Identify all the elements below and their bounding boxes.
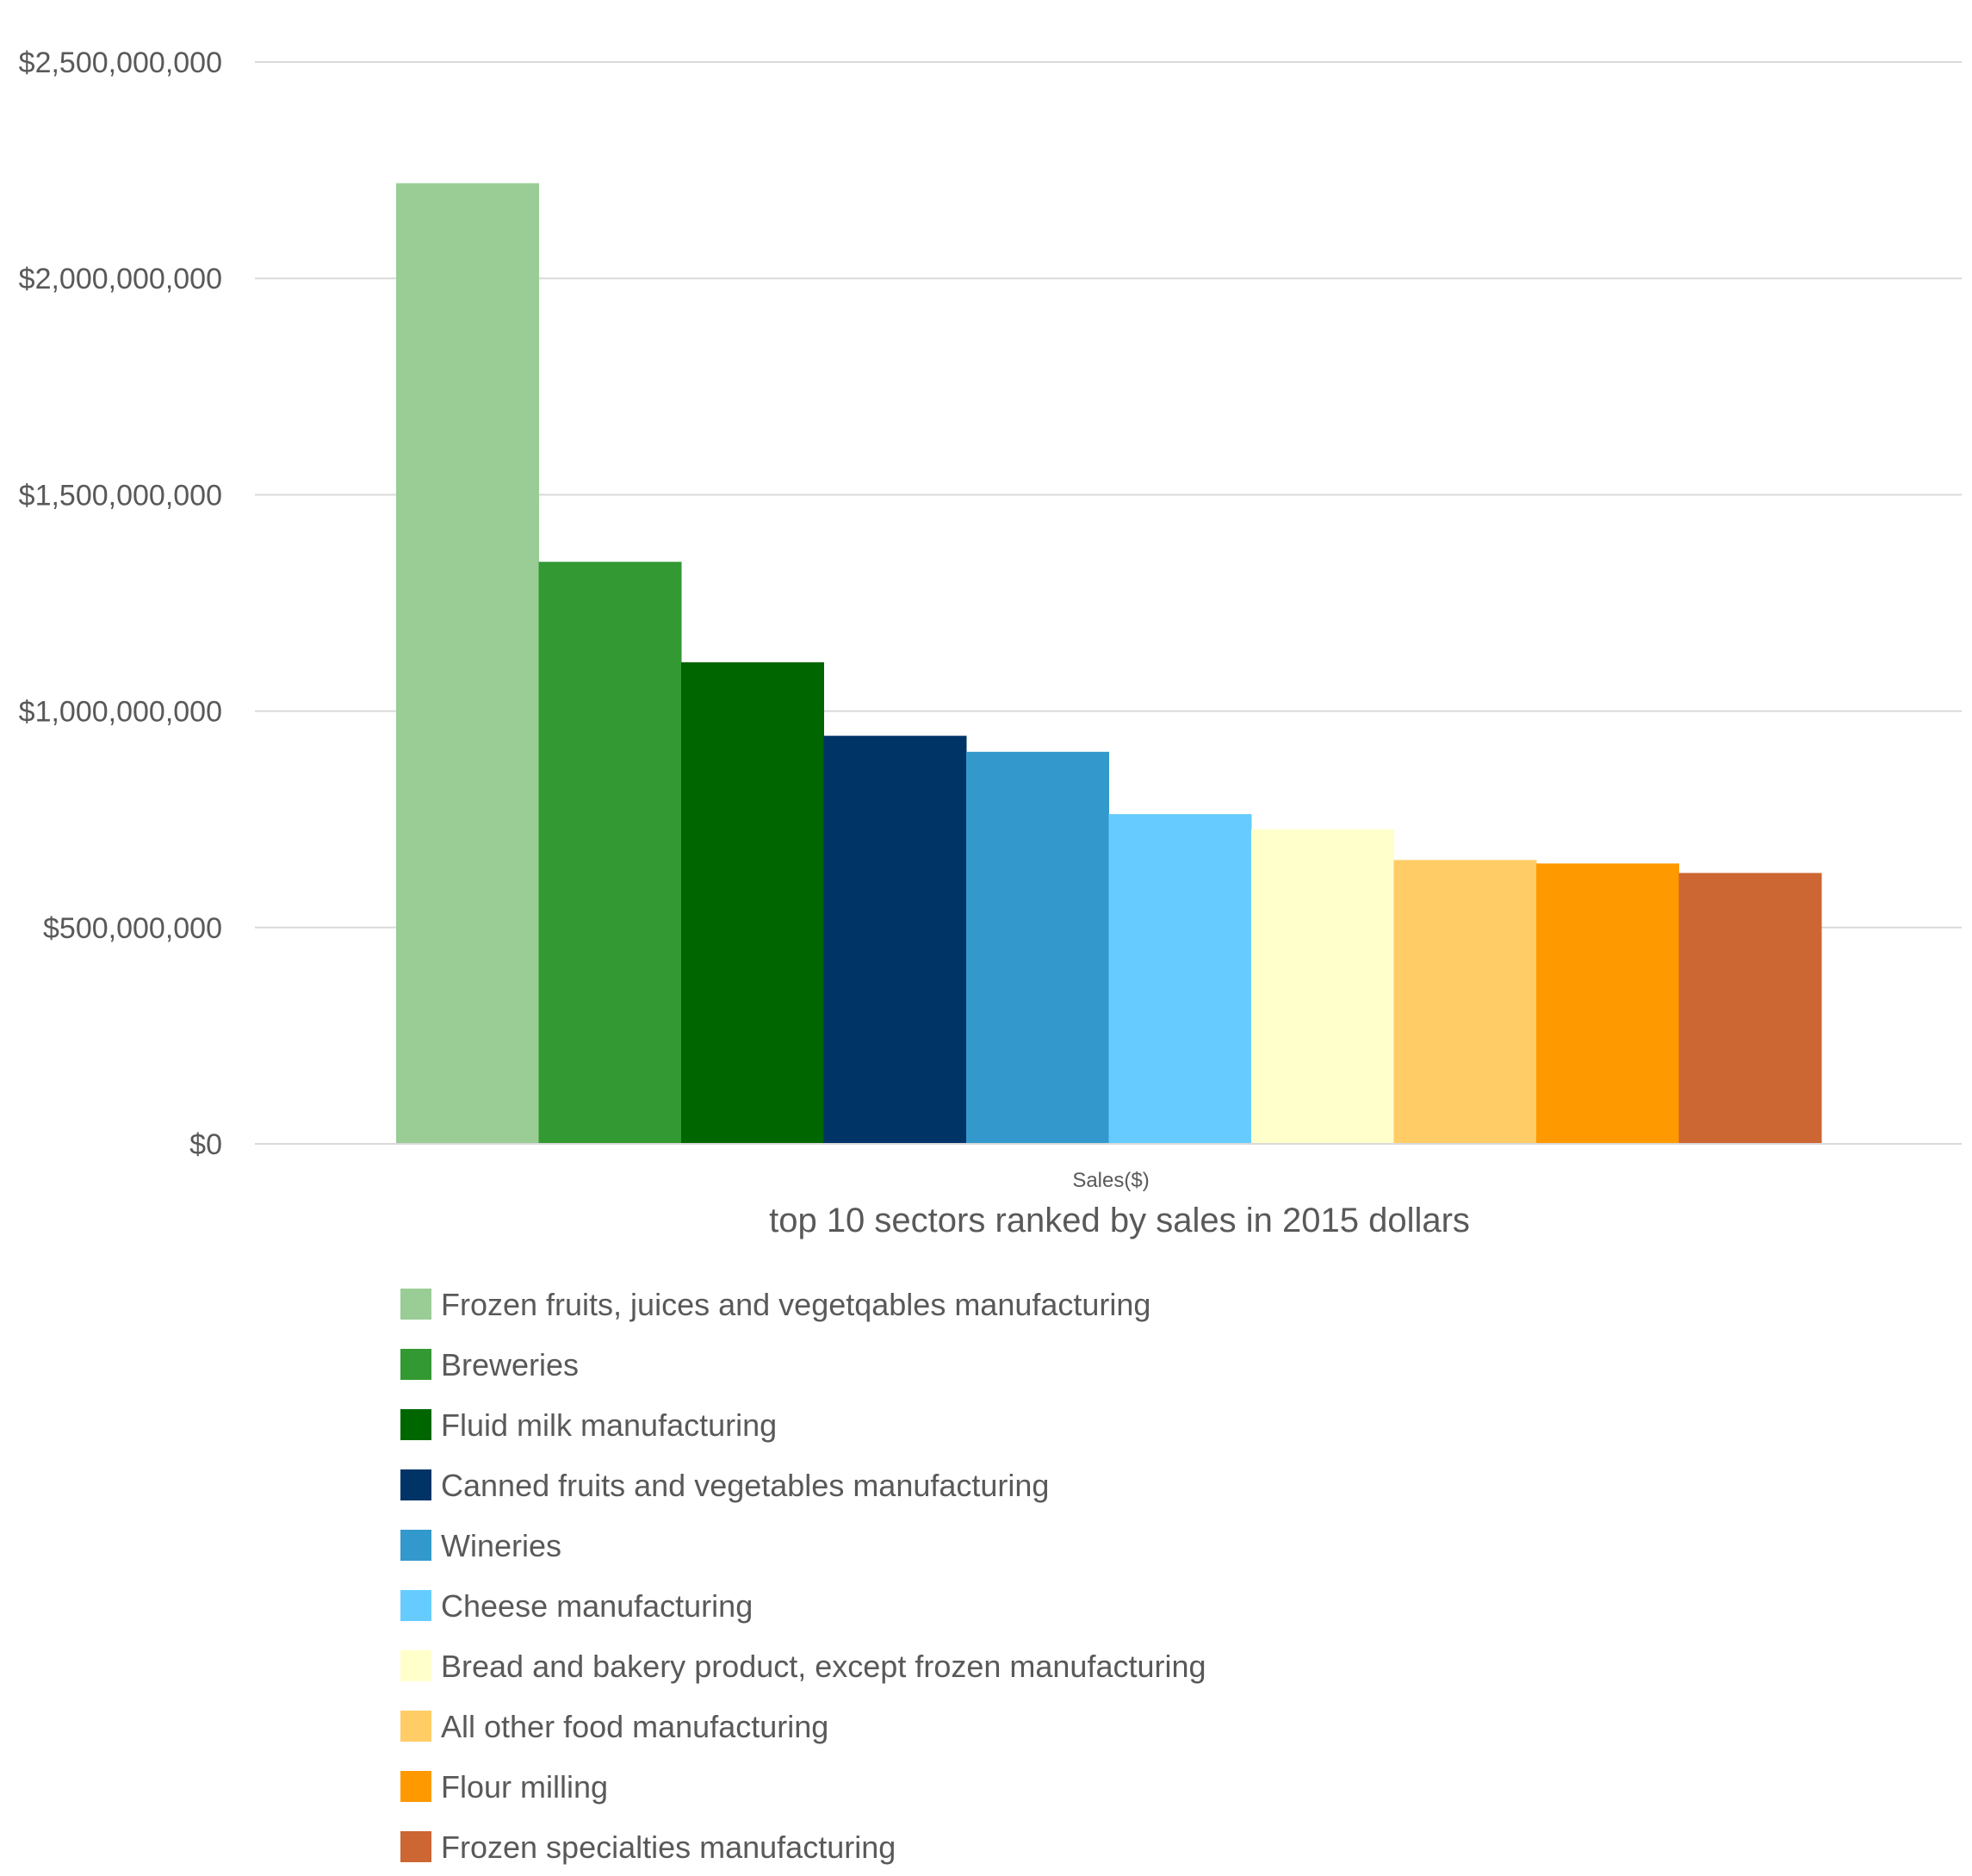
legend-label: Breweries: [441, 1347, 579, 1382]
legend-label: Cheese manufacturing: [441, 1588, 753, 1624]
legend-item: Breweries: [400, 1347, 579, 1382]
legend-swatch: [400, 1590, 431, 1621]
legend-item: Fluid milk manufacturing: [400, 1407, 777, 1443]
legend-label: Bread and bakery product, except frozen …: [441, 1649, 1206, 1684]
legend-item: Frozen specialties manufacturing: [400, 1829, 896, 1865]
y-tick-label: $2,500,000,000: [19, 47, 222, 79]
bar: [538, 562, 682, 1144]
bar: [1678, 873, 1822, 1144]
legend-item: All other food manufacturing: [400, 1709, 828, 1744]
chart-title: top 10 sectors ranked by sales in 2015 d…: [769, 1202, 1470, 1239]
bar: [396, 183, 539, 1144]
legend-label: Flour milling: [441, 1769, 608, 1805]
legend-swatch: [400, 1289, 431, 1320]
y-tick-label: $2,000,000,000: [19, 263, 222, 295]
legend-label: Frozen specialties manufacturing: [441, 1829, 896, 1865]
y-tick-label: $0: [189, 1128, 222, 1161]
legend-swatch: [400, 1771, 431, 1802]
legend-swatch: [400, 1711, 431, 1742]
bar: [1536, 863, 1679, 1144]
bar: [1108, 814, 1252, 1144]
y-tick-label: $1,500,000,000: [19, 479, 222, 512]
legend-item: Bread and bakery product, except frozen …: [400, 1649, 1206, 1684]
bar: [681, 662, 824, 1144]
bar: [966, 751, 1109, 1144]
x-category-label: Sales($): [1072, 1169, 1149, 1192]
y-tick-label: $1,000,000,000: [19, 696, 222, 729]
bar: [1251, 829, 1394, 1144]
legend-label: Canned fruits and vegetables manufacturi…: [441, 1468, 1049, 1503]
bar: [823, 736, 967, 1144]
legend-swatch: [400, 1530, 431, 1561]
legend-label: Frozen fruits, juices and vegetqables ma…: [441, 1287, 1150, 1322]
bar: [1393, 860, 1537, 1144]
y-tick-label: $500,000,000: [43, 912, 222, 945]
legend-label: Fluid milk manufacturing: [441, 1407, 777, 1443]
legend-label: Wineries: [441, 1528, 561, 1563]
bars: [396, 183, 1822, 1144]
legend-item: Cheese manufacturing: [400, 1588, 753, 1624]
legend-item: Wineries: [400, 1528, 561, 1563]
legend-item: Frozen fruits, juices and vegetqables ma…: [400, 1287, 1150, 1322]
legend-item: Flour milling: [400, 1769, 608, 1805]
legend-swatch: [400, 1349, 431, 1380]
legend-label: All other food manufacturing: [441, 1709, 828, 1744]
legend-swatch: [400, 1469, 431, 1500]
legend-swatch: [400, 1650, 431, 1681]
legend-swatch: [400, 1831, 431, 1862]
y-axis-tick-labels: $0 $500,000,000 $1,000,000,000 $1,500,000,0…: [19, 47, 222, 1161]
legend-swatch: [400, 1409, 431, 1440]
legend-item: Canned fruits and vegetables manufacturi…: [400, 1468, 1049, 1503]
legend: Frozen fruits, juices and vegetqables ma…: [400, 1287, 1206, 1865]
